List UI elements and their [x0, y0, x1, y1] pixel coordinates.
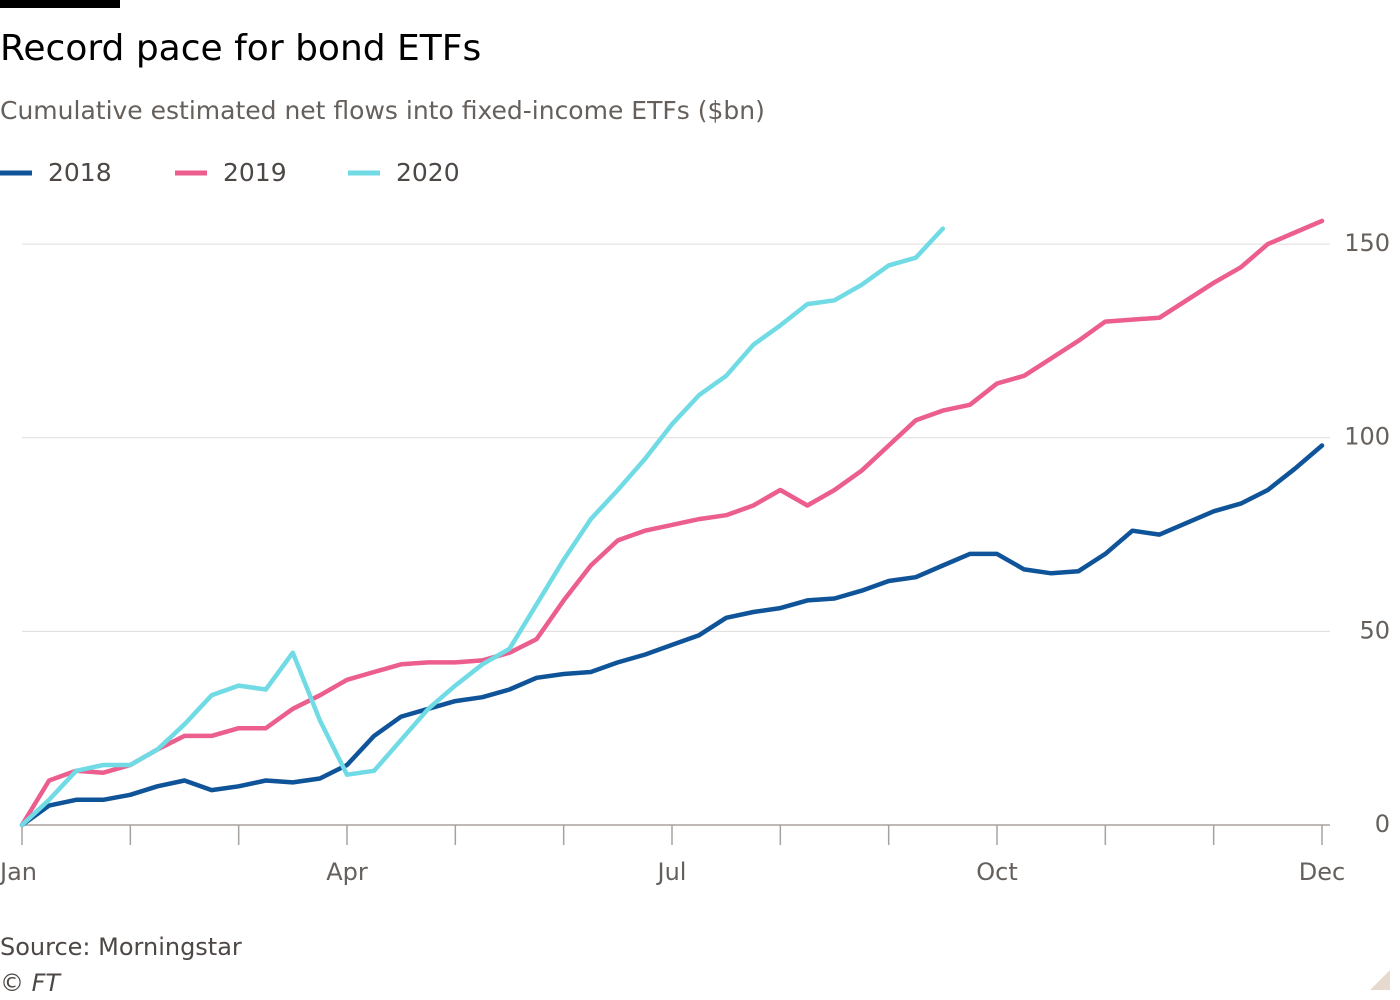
x-tick-label: Jul [656, 858, 687, 886]
copyright: © FT [0, 969, 62, 997]
legend-label: 2020 [396, 158, 460, 187]
line-series [19, 218, 1325, 828]
line-series [19, 443, 1325, 828]
corner-mark [1370, 970, 1390, 990]
chart-subtitle: Cumulative estimated net flows into fixe… [0, 96, 765, 125]
y-tick-label: 150 [1344, 229, 1390, 257]
legend-label: 2018 [48, 158, 112, 187]
y-tick-label: 100 [1344, 423, 1390, 451]
chart-title: Record pace for bond ETFs [0, 28, 481, 69]
legend-label: 2019 [223, 158, 287, 187]
line-series [19, 226, 946, 828]
x-tick-label: Oct [976, 858, 1018, 886]
x-tick-label: Dec [1299, 858, 1345, 886]
source: Source: Morningstar [0, 933, 242, 961]
x-tick-label: Jan [0, 858, 37, 886]
y-tick-label: 0 [1375, 810, 1390, 838]
y-tick-label: 50 [1359, 616, 1390, 644]
brand-bar [0, 0, 120, 8]
x-tick-label: Apr [326, 858, 368, 886]
